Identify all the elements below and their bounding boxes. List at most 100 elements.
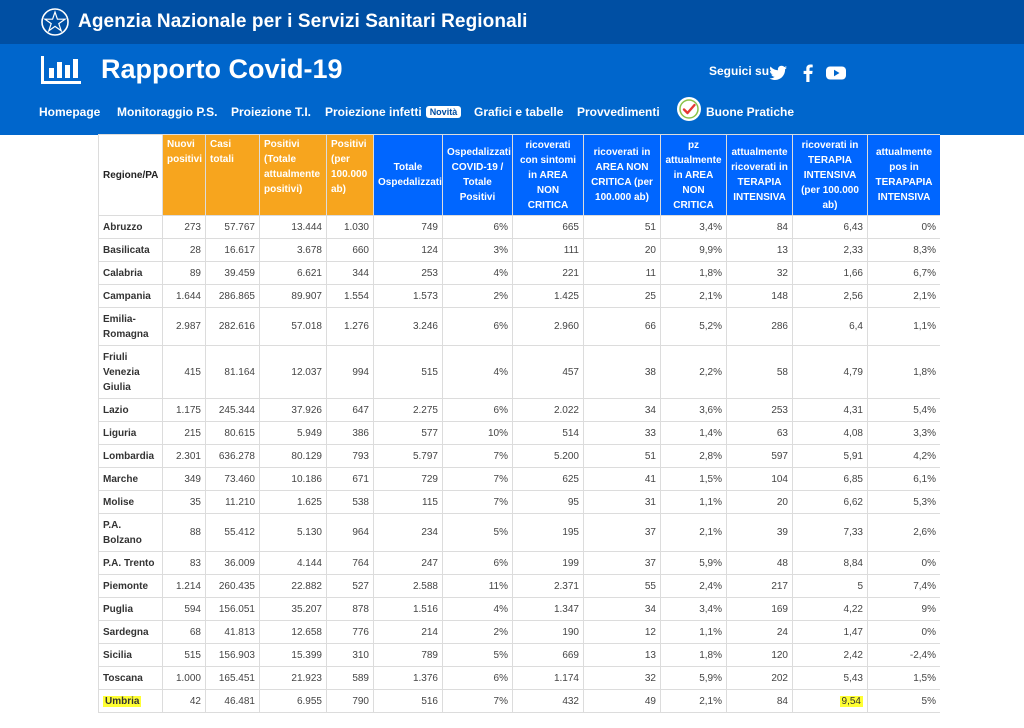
page-title[interactable]: Rapporto Covid-19 [101, 54, 343, 84]
table-row: Emilia-Romagna 2.987 282.616 57.018 1.276 3.2… [98, 307, 940, 346]
table-cell: 671 [326, 467, 374, 491]
nav-proiezione-infetti[interactable]: Proiezione infetti Novità [325, 105, 462, 119]
table-cell: 202 [726, 666, 793, 690]
table-cell: 5.797 [373, 444, 443, 468]
table-cell: 514 [512, 421, 584, 445]
col-header[interactable]: ricoverati in TERAPIA INTENSIVA (per 100… [792, 134, 868, 216]
table-cell: 3,4% [660, 215, 727, 239]
bar-chart-logo-icon[interactable] [40, 54, 82, 86]
table-cell: 6,4 [792, 307, 868, 346]
table-cell: 386 [326, 421, 374, 445]
table-cell: 8,3% [867, 238, 940, 262]
col-header[interactable]: Positivi (Totale attualmente positivi) [259, 134, 327, 216]
table-cell: 51 [583, 215, 661, 239]
col-header[interactable]: pz attualmente in AREA NON CRITICA [660, 134, 727, 216]
table-cell: 195 [512, 513, 584, 552]
col-header[interactable]: Ospedalizzati COVID-19 / Totale Positivi [442, 134, 513, 216]
nav-buone-pratiche[interactable]: Buone Pratiche [706, 105, 795, 119]
table-cell: 6,1% [867, 467, 940, 491]
col-header[interactable]: attualmente ricoverati in TERAPIA INTENS… [726, 134, 793, 216]
region-name-cell: Molise [98, 490, 163, 514]
table-cell: 39.459 [205, 261, 260, 285]
col-header[interactable]: Casi totali [205, 134, 260, 216]
table-cell: 6% [442, 398, 513, 422]
col-header[interactable]: ricoverati in AREA NON CRITICA (per 100.… [583, 134, 661, 216]
table-cell: 58 [726, 345, 793, 399]
region-name-cell: P.A. Trento [98, 551, 163, 575]
nav-monitoraggio-ps[interactable]: Monitoraggio P.S. [117, 105, 218, 119]
table-cell: 32 [583, 666, 661, 690]
table-cell: 63 [726, 421, 793, 445]
table-cell: 636.278 [205, 444, 260, 468]
table-cell: 49 [583, 689, 661, 713]
table-cell: 46.481 [205, 689, 260, 713]
nav-proiezione-ti[interactable]: Proiezione T.I. [231, 105, 312, 119]
table-cell: 2.022 [512, 398, 584, 422]
table-cell: 36.009 [205, 551, 260, 575]
table-cell: 2,2% [660, 345, 727, 399]
table-cell: 6,85 [792, 467, 868, 491]
table-cell: 81.164 [205, 345, 260, 399]
table-cell: 729 [373, 467, 443, 491]
table-cell: 1,1% [867, 307, 940, 346]
table-cell: 2,1% [867, 284, 940, 308]
table-cell: 1,4% [660, 421, 727, 445]
col-header[interactable]: Nuovi positivi [162, 134, 206, 216]
table-cell: 2,6% [867, 513, 940, 552]
table-cell: 5,3% [867, 490, 940, 514]
table-cell: 13 [726, 238, 793, 262]
table-cell: 7,33 [792, 513, 868, 552]
nav-homepage[interactable]: Homepage [39, 105, 101, 119]
table-cell: 24 [726, 620, 793, 644]
col-header[interactable]: Totale Ospedalizzati [373, 134, 443, 216]
table-cell: 1.030 [326, 215, 374, 239]
main-nav: Homepage Monitoraggio P.S. Proiezione T.… [0, 97, 1024, 124]
table-cell: 665 [512, 215, 584, 239]
table-cell: 3% [442, 238, 513, 262]
col-header[interactable]: ricoverati con sintomi in AREA NON CRITI… [512, 134, 584, 216]
table-cell: 3.678 [259, 238, 327, 262]
table-header-row: Regione/PA Nuovi positivi Casi totali Po… [98, 134, 940, 216]
table-cell: 2,33 [792, 238, 868, 262]
col-header[interactable]: Positivi (per 100.000 ab) [326, 134, 374, 216]
col-header[interactable]: attualmente pos in TERAPAPIA INTENSIVA [867, 134, 940, 216]
table-cell: 11% [442, 574, 513, 598]
region-name-cell: Puglia [98, 597, 163, 621]
table-cell: 83 [162, 551, 206, 575]
table-cell: 432 [512, 689, 584, 713]
table-cell: 5 [792, 574, 868, 598]
facebook-icon[interactable] [798, 63, 818, 83]
table-cell: 9% [867, 597, 940, 621]
table-cell: 215 [162, 421, 206, 445]
table-cell: 57.018 [259, 307, 327, 346]
twitter-icon[interactable] [768, 63, 788, 83]
nav-proiezione-infetti-label[interactable]: Proiezione infetti [325, 105, 422, 119]
table-cell: 594 [162, 597, 206, 621]
nav-provvedimenti[interactable]: Provvedimenti [577, 105, 660, 119]
table-cell: 789 [373, 643, 443, 667]
youtube-icon[interactable] [825, 63, 847, 83]
table-cell: 260.435 [205, 574, 260, 598]
table-cell: 42 [162, 689, 206, 713]
table-cell: 7% [442, 444, 513, 468]
table-cell: 577 [373, 421, 443, 445]
table-cell: 247 [373, 551, 443, 575]
highlighted-value: 9,54 [839, 695, 863, 707]
table-cell: 68 [162, 620, 206, 644]
table-row: Sicilia 515 156.903 15.399 310 789 5% 669 13 1,8%… [98, 643, 940, 667]
table-row: Lombardia 2.301 636.278 80.129 793 5.797 7% 5.2… [98, 444, 940, 468]
table-cell: 38 [583, 345, 661, 399]
table-cell: 2.371 [512, 574, 584, 598]
nav-grafici-e-tabelle[interactable]: Grafici e tabelle [474, 105, 564, 119]
badge-check-icon[interactable] [676, 96, 702, 122]
table-cell: 2.275 [373, 398, 443, 422]
col-header[interactable]: Regione/PA [98, 134, 163, 216]
table-row: Lazio 1.175 245.344 37.926 647 2.275 6% 2.022 34… [98, 398, 940, 422]
table-row: P.A. Bolzano 88 55.412 5.130 964 234 5% 195 37 2,… [98, 513, 940, 552]
agency-name[interactable]: Agenzia Nazionale per i Servizi Sanitari… [78, 11, 528, 32]
table-cell: 286 [726, 307, 793, 346]
covid-data-table-wrapper[interactable]: Regione/PA Nuovi positivi Casi totali Po… [98, 134, 940, 728]
table-cell: 95 [512, 490, 584, 514]
table-cell: 5.200 [512, 444, 584, 468]
table-cell: 3,3% [867, 421, 940, 445]
